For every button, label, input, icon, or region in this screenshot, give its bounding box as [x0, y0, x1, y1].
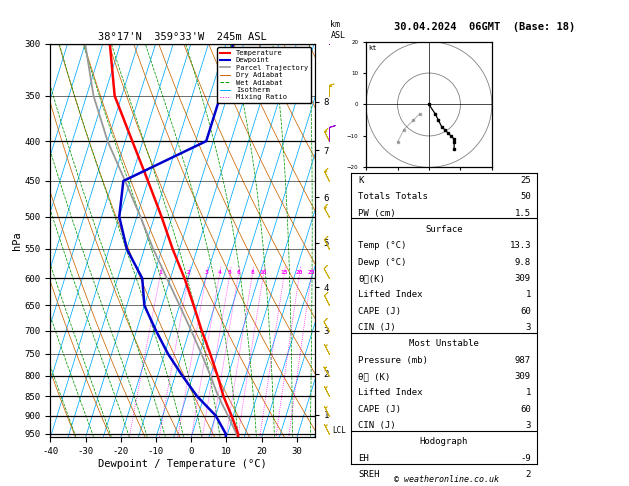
Text: 30.04.2024  06GMT  (Base: 18): 30.04.2024 06GMT (Base: 18): [394, 22, 575, 32]
Text: θᴇ(K): θᴇ(K): [359, 274, 386, 283]
Text: kt: kt: [369, 45, 377, 52]
Text: θᴇ (K): θᴇ (K): [359, 372, 391, 381]
Text: 309: 309: [515, 372, 531, 381]
Text: 6: 6: [237, 271, 240, 276]
Legend: Temperature, Dewpoint, Parcel Trajectory, Dry Adiabat, Wet Adiabat, Isotherm, Mi: Temperature, Dewpoint, Parcel Trajectory…: [217, 47, 311, 103]
Text: Most Unstable: Most Unstable: [409, 339, 479, 348]
Text: km
ASL: km ASL: [330, 20, 345, 40]
Text: CAPE (J): CAPE (J): [359, 405, 401, 414]
Text: 20: 20: [296, 271, 303, 276]
Text: 9.8: 9.8: [515, 258, 531, 267]
Text: 60: 60: [520, 405, 531, 414]
Text: CIN (J): CIN (J): [359, 421, 396, 430]
Text: Lifted Index: Lifted Index: [359, 290, 423, 299]
Text: 309: 309: [515, 274, 531, 283]
Y-axis label: hPa: hPa: [12, 231, 21, 250]
Text: CIN (J): CIN (J): [359, 323, 396, 332]
Text: 10: 10: [260, 271, 267, 276]
Text: 3: 3: [526, 421, 531, 430]
Text: Surface: Surface: [425, 225, 462, 234]
Text: 8: 8: [250, 271, 254, 276]
Text: 987: 987: [515, 356, 531, 364]
Text: 1: 1: [526, 388, 531, 398]
Text: Pressure (mb): Pressure (mb): [359, 356, 428, 364]
Title: 38°17'N  359°33'W  245m ASL: 38°17'N 359°33'W 245m ASL: [98, 32, 267, 42]
Text: © weatheronline.co.uk: © weatheronline.co.uk: [394, 474, 499, 484]
Text: 1: 1: [526, 290, 531, 299]
Text: CAPE (J): CAPE (J): [359, 307, 401, 316]
Text: 3: 3: [204, 271, 208, 276]
Text: LCL: LCL: [332, 426, 346, 435]
Text: 2: 2: [187, 271, 191, 276]
Text: 13.3: 13.3: [509, 242, 531, 250]
Text: 2: 2: [526, 470, 531, 479]
Text: 5: 5: [228, 271, 231, 276]
Text: Hodograph: Hodograph: [420, 437, 468, 446]
Text: EH: EH: [359, 453, 369, 463]
Text: Temp (°C): Temp (°C): [359, 242, 407, 250]
Text: -9: -9: [520, 453, 531, 463]
Text: 3: 3: [526, 323, 531, 332]
Text: 25: 25: [520, 176, 531, 185]
Text: PW (cm): PW (cm): [359, 208, 396, 218]
Text: 15: 15: [281, 271, 288, 276]
Text: 1.5: 1.5: [515, 208, 531, 218]
Text: 60: 60: [520, 307, 531, 316]
Text: 50: 50: [520, 192, 531, 201]
Text: SREH: SREH: [359, 470, 380, 479]
Text: 4: 4: [218, 271, 221, 276]
Text: K: K: [359, 176, 364, 185]
Text: Lifted Index: Lifted Index: [359, 388, 423, 398]
Text: 25: 25: [308, 271, 315, 276]
Text: 1: 1: [159, 271, 162, 276]
Text: Totals Totals: Totals Totals: [359, 192, 428, 201]
Text: Dewp (°C): Dewp (°C): [359, 258, 407, 267]
X-axis label: Dewpoint / Temperature (°C): Dewpoint / Temperature (°C): [98, 459, 267, 469]
Text: Mixing Ratio (g/kg): Mixing Ratio (g/kg): [357, 193, 367, 288]
